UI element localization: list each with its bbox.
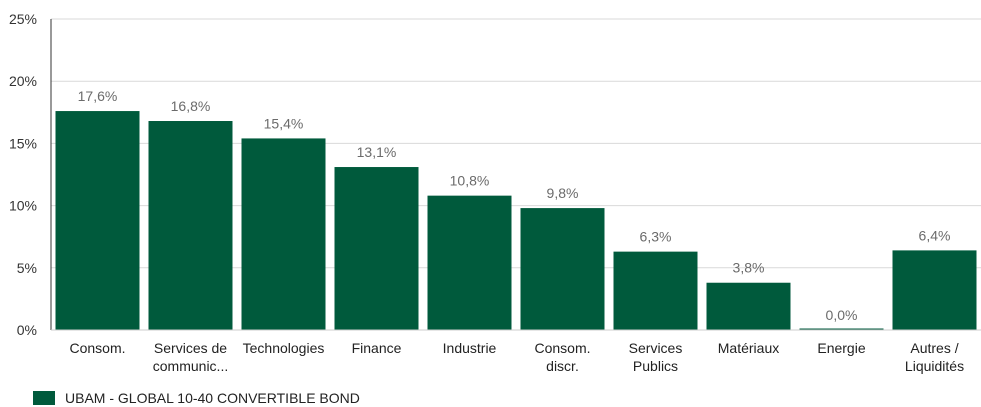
bar <box>148 121 233 331</box>
bar <box>613 251 698 330</box>
x-tick-label: Energie <box>817 340 865 356</box>
data-label: 0,0% <box>826 307 858 323</box>
data-label: 16,8% <box>171 98 211 114</box>
bar <box>334 167 419 330</box>
data-label: 6,3% <box>640 229 672 245</box>
bar <box>241 138 326 330</box>
y-tick-label: 20% <box>9 73 37 89</box>
data-label: 17,6% <box>78 88 118 104</box>
bar <box>799 328 884 330</box>
bar <box>427 195 512 330</box>
data-label: 13,1% <box>357 144 397 160</box>
bar <box>520 208 605 330</box>
data-label: 6,4% <box>919 227 951 243</box>
bar <box>706 282 791 330</box>
x-tick-label: Finance <box>352 340 402 356</box>
data-label: 3,8% <box>733 260 765 276</box>
legend-label: UBAM - GLOBAL 10-40 CONVERTIBLE BOND <box>65 390 360 406</box>
x-tick-label: Industrie <box>443 340 497 356</box>
data-label: 15,4% <box>264 115 304 131</box>
bar <box>55 111 140 330</box>
y-tick-label: 0% <box>17 322 37 338</box>
x-tick-label: Autres / Liquidités <box>905 340 964 374</box>
x-tick-label: Services de communic... <box>153 340 228 374</box>
data-label: 9,8% <box>547 185 579 201</box>
x-tick-label: Consom. <box>69 340 125 356</box>
y-tick-label: 10% <box>9 198 37 214</box>
y-tick-label: 25% <box>9 11 37 27</box>
bar <box>892 250 977 330</box>
x-tick-label: Technologies <box>243 340 325 356</box>
y-tick-label: 5% <box>17 260 37 276</box>
x-tick-label: Matériaux <box>718 340 779 356</box>
x-tick-label: Services Publics <box>629 340 683 374</box>
legend-swatch <box>33 391 55 405</box>
bar-chart: 0% 5% 10% 15% 20% 25% 17,6% 16,8% 15,4% 13,1% 10,8… <box>9 11 981 374</box>
data-label: 10,8% <box>450 173 490 189</box>
legend: UBAM - GLOBAL 10-40 CONVERTIBLE BOND <box>33 389 360 407</box>
y-tick-label: 15% <box>9 135 37 151</box>
x-tick-label: Consom. discr. <box>534 340 590 374</box>
